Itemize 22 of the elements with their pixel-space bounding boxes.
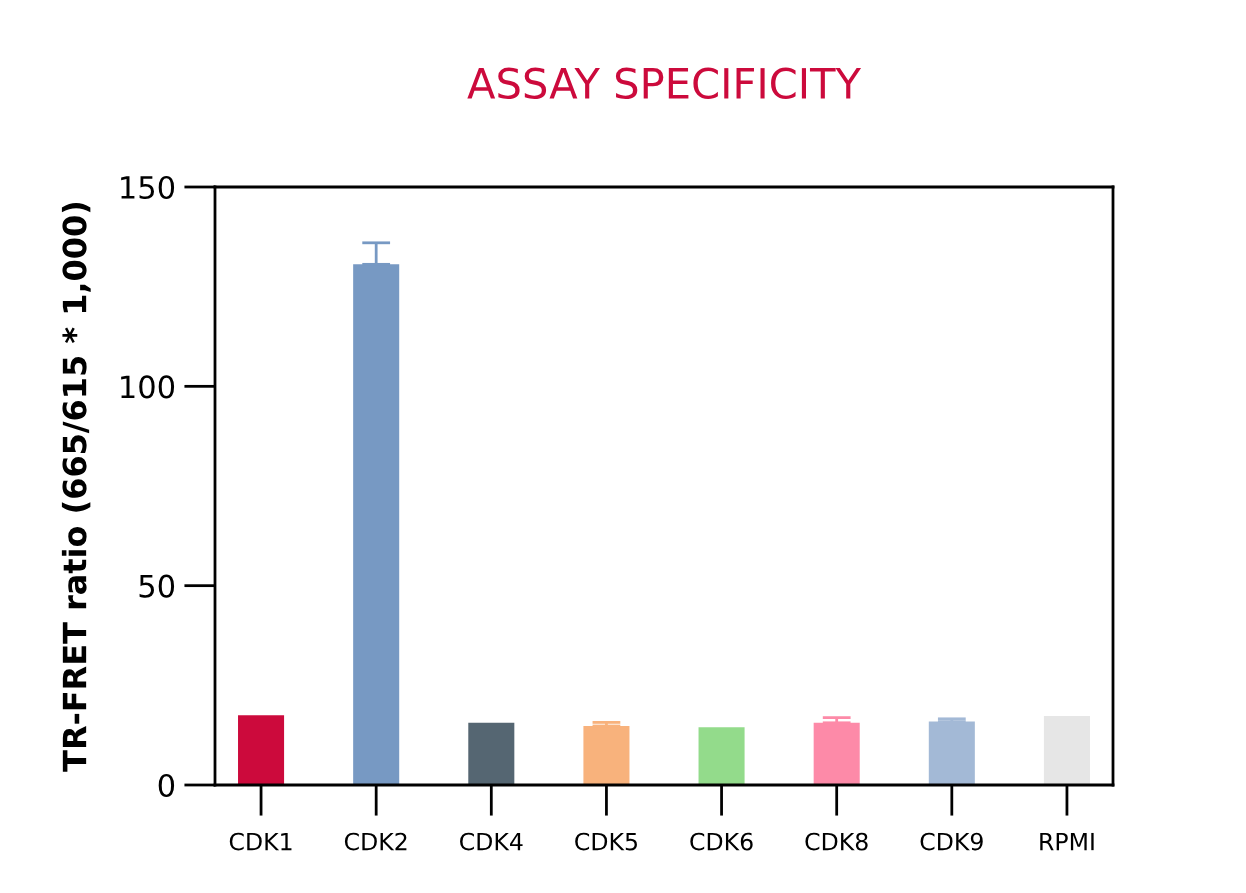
y-tick-label: 100 <box>121 375 175 399</box>
bar <box>813 722 860 785</box>
y-tick-label: 0 <box>158 773 175 798</box>
chart-title: ASSAY SPECIFICITY <box>467 67 862 100</box>
y-axis-title: TR-FRET ratio (665/615 * 1,000) <box>61 202 91 772</box>
bar <box>928 721 975 785</box>
x-tick-label: CDK5 <box>575 832 637 851</box>
bar <box>1043 716 1090 785</box>
x-tick-label: CDK2 <box>344 832 407 851</box>
bar <box>583 726 630 785</box>
x-tick-label: CDK9 <box>920 832 983 851</box>
y-tick-label: 150 <box>121 175 175 200</box>
x-tick-label: RPMI <box>1040 832 1094 851</box>
bar <box>468 722 515 785</box>
bar <box>238 715 285 785</box>
x-tick-label: CDK4 <box>460 832 523 851</box>
x-tick-label: CDK6 <box>690 832 753 851</box>
y-tick-label: 50 <box>139 574 175 598</box>
bar <box>698 727 745 785</box>
x-tick-label: CDK8 <box>805 832 868 851</box>
bar <box>353 264 400 785</box>
x-tick-label: CDK1 <box>229 832 292 851</box>
